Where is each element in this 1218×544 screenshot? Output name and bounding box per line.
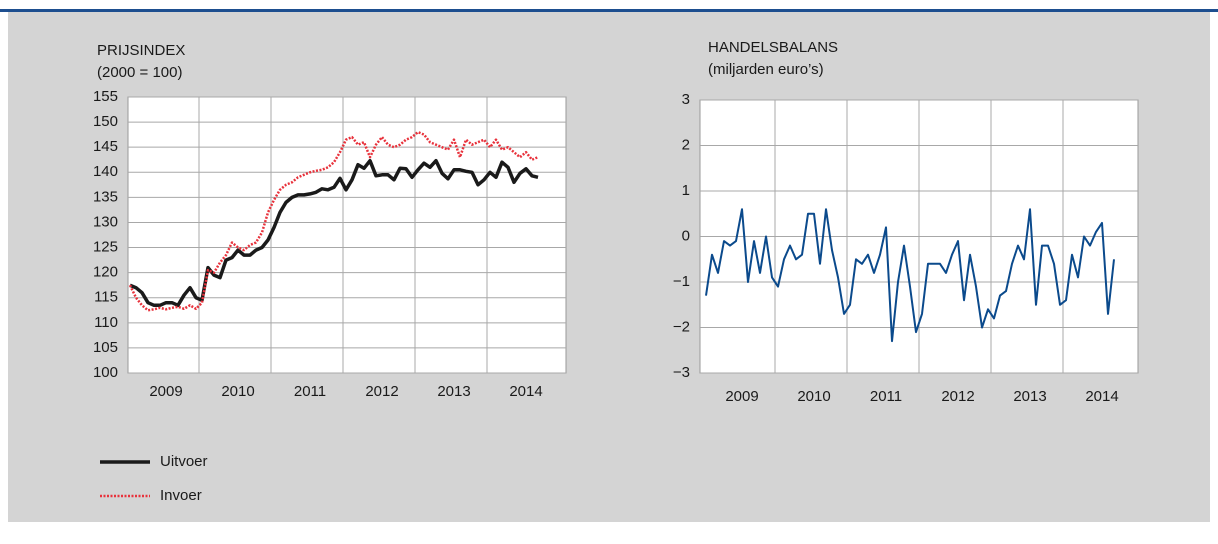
y-tick-label: −2 — [673, 318, 690, 335]
y-tick-label: 135 — [93, 188, 118, 205]
x-tick-label: 2011 — [294, 383, 326, 400]
series-line — [705, 208, 1115, 343]
y-tick-label: 0 — [682, 227, 690, 244]
x-tick-label: 2011 — [870, 388, 902, 405]
top-rule — [0, 9, 1218, 12]
series-line — [129, 158, 539, 308]
y-tick-label: −3 — [673, 364, 690, 381]
y-tick-label: 125 — [93, 239, 118, 256]
y-tick-label: 3 — [682, 91, 690, 108]
chart-title: HANDELSBALANS — [708, 39, 838, 56]
x-tick-label: 2009 — [725, 388, 758, 405]
legend-label: Invoer — [160, 487, 202, 504]
y-tick-label: 1 — [682, 182, 690, 199]
y-tick-label: −1 — [673, 273, 690, 290]
y-tick-label: 120 — [93, 264, 118, 281]
x-tick-label: 2014 — [509, 383, 542, 400]
y-tick-label: 130 — [93, 213, 118, 230]
chart-subtitle: (miljarden euro’s) — [708, 61, 824, 78]
x-tick-label: 2013 — [437, 383, 470, 400]
y-tick-label: 150 — [93, 113, 118, 130]
y-tick-label: 145 — [93, 138, 118, 155]
y-tick-label: 155 — [93, 88, 118, 105]
y-tick-label: 140 — [93, 163, 118, 180]
legend-label: Uitvoer — [160, 453, 208, 470]
y-tick-label: 110 — [94, 314, 118, 331]
x-tick-label: 2009 — [149, 383, 182, 400]
x-tick-label: 2010 — [797, 388, 830, 405]
chart-subtitle: (2000 = 100) — [97, 64, 182, 81]
y-tick-label: 115 — [94, 289, 118, 306]
chart-title: PRIJSINDEX — [97, 42, 185, 59]
y-tick-label: 2 — [682, 136, 690, 153]
y-tick-label: 100 — [93, 364, 118, 381]
x-tick-label: 2013 — [1013, 388, 1046, 405]
x-tick-label: 2012 — [365, 383, 398, 400]
x-tick-label: 2010 — [221, 383, 254, 400]
series-line — [128, 130, 539, 312]
x-tick-label: 2014 — [1085, 388, 1118, 405]
x-tick-label: 2012 — [941, 388, 974, 405]
y-tick-label: 105 — [93, 339, 118, 356]
